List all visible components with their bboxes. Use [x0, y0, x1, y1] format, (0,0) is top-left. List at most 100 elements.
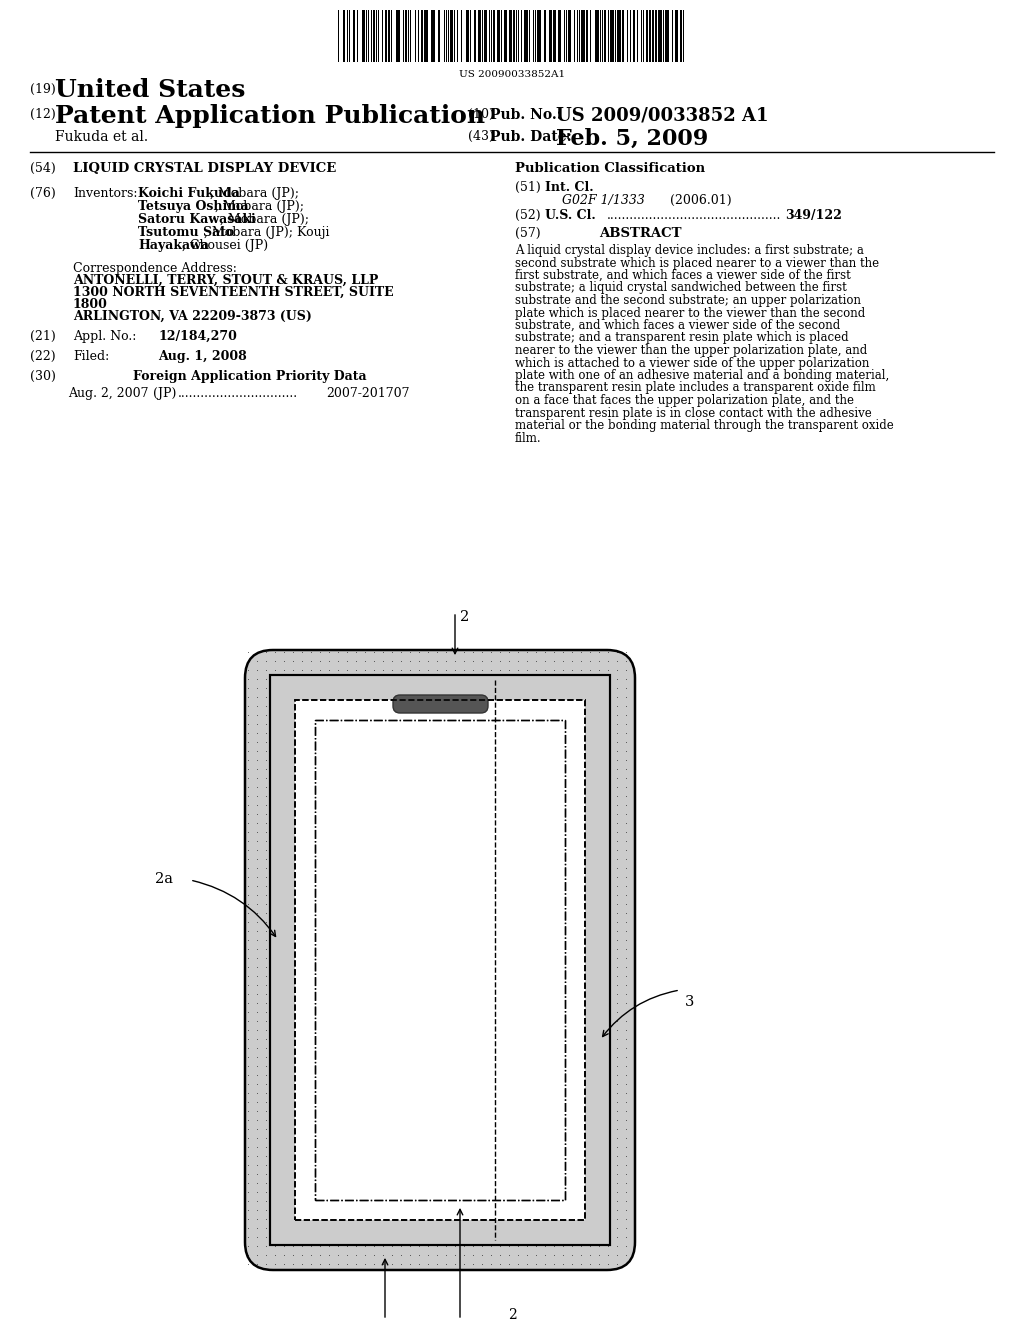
Text: Filed:: Filed:: [73, 350, 110, 363]
Text: first substrate, and which faces a viewer side of the first: first substrate, and which faces a viewe…: [515, 269, 851, 282]
Text: 349/122: 349/122: [785, 209, 842, 222]
Bar: [497, 11, 500, 62]
Text: substrate; a liquid crystal sandwiched between the first: substrate; a liquid crystal sandwiched b…: [515, 281, 847, 294]
Text: LIQUID CRYSTAL DISPLAY DEVICE: LIQUID CRYSTAL DISPLAY DEVICE: [73, 162, 336, 176]
Bar: [610, 11, 614, 62]
Text: 2: 2: [508, 1308, 516, 1320]
Bar: [373, 11, 375, 62]
FancyBboxPatch shape: [393, 696, 488, 713]
Text: 2007-201707: 2007-201707: [326, 387, 410, 400]
Text: ARLINGTON, VA 22209-3873 (US): ARLINGTON, VA 22209-3873 (US): [73, 310, 312, 323]
Bar: [424, 11, 428, 62]
Bar: [537, 11, 541, 62]
Text: Appl. No.:: Appl. No.:: [73, 330, 136, 343]
Bar: [665, 11, 669, 62]
Text: nearer to the viewer than the upper polarization plate, and: nearer to the viewer than the upper pola…: [515, 345, 867, 356]
Bar: [421, 11, 423, 62]
Bar: [474, 11, 476, 62]
Bar: [295, 700, 585, 1220]
Bar: [509, 11, 512, 62]
Bar: [270, 675, 610, 1245]
Text: 1300 NORTH SEVENTEENTH STREET, SUITE: 1300 NORTH SEVENTEENTH STREET, SUITE: [73, 286, 393, 300]
Text: substrate; and a transparent resin plate which is placed: substrate; and a transparent resin plate…: [515, 331, 849, 345]
Text: transparent resin plate is in close contact with the adhesive: transparent resin plate is in close cont…: [515, 407, 871, 420]
Text: (22): (22): [30, 350, 55, 363]
Text: plate which is placed nearer to the viewer than the second: plate which is placed nearer to the view…: [515, 306, 865, 319]
Bar: [343, 11, 345, 62]
Bar: [478, 11, 481, 62]
Text: U.S. Cl.: U.S. Cl.: [545, 209, 596, 222]
Bar: [362, 11, 365, 62]
Text: Publication Classification: Publication Classification: [515, 162, 706, 176]
Text: (52): (52): [515, 209, 541, 222]
Text: (43): (43): [468, 129, 494, 143]
Bar: [396, 11, 400, 62]
Text: G02F 1/1333: G02F 1/1333: [562, 194, 645, 207]
Text: (57): (57): [515, 227, 541, 240]
Text: Correspondence Address:: Correspondence Address:: [73, 261, 237, 275]
Bar: [504, 11, 507, 62]
Text: (51): (51): [515, 181, 541, 194]
Text: Aug. 1, 2008: Aug. 1, 2008: [158, 350, 247, 363]
Text: substrate, and which faces a viewer side of the second: substrate, and which faces a viewer side…: [515, 319, 841, 333]
FancyBboxPatch shape: [245, 649, 635, 1270]
Text: 12/184,270: 12/184,270: [158, 330, 237, 343]
Bar: [524, 11, 528, 62]
Bar: [558, 11, 561, 62]
Text: US 2009/0033852 A1: US 2009/0033852 A1: [556, 106, 768, 124]
Bar: [513, 11, 515, 62]
Text: Pub. Date:: Pub. Date:: [490, 129, 571, 144]
Text: substrate and the second substrate; an upper polarization: substrate and the second substrate; an u…: [515, 294, 861, 308]
Text: (10): (10): [468, 108, 494, 121]
Bar: [493, 11, 495, 62]
Bar: [652, 11, 654, 62]
Bar: [680, 11, 682, 62]
Text: Int. Cl.: Int. Cl.: [545, 181, 594, 194]
Text: (30): (30): [30, 370, 56, 383]
Bar: [450, 11, 453, 62]
Text: (19): (19): [30, 83, 55, 96]
Bar: [438, 11, 440, 62]
Text: Fukuda et al.: Fukuda et al.: [55, 129, 148, 144]
Text: (76): (76): [30, 187, 55, 201]
Bar: [385, 11, 387, 62]
Text: Pub. No.:: Pub. No.:: [490, 108, 562, 121]
Bar: [622, 11, 624, 62]
Bar: [295, 700, 585, 1220]
Bar: [315, 719, 565, 1200]
Text: Inventors:: Inventors:: [73, 187, 137, 201]
Text: Koichi Fukuda: Koichi Fukuda: [138, 187, 240, 201]
Bar: [353, 11, 355, 62]
Text: A: A: [500, 677, 511, 690]
Text: on a face that faces the upper polarization plate, and the: on a face that faces the upper polarizat…: [515, 393, 854, 407]
Text: (2006.01): (2006.01): [670, 194, 731, 207]
Text: A': A': [500, 990, 515, 1005]
Text: material or the bonding material through the transparent oxide: material or the bonding material through…: [515, 418, 894, 432]
Bar: [604, 11, 606, 62]
Bar: [581, 11, 585, 62]
Bar: [553, 11, 556, 62]
Bar: [484, 11, 487, 62]
Text: , Mobara (JP); Kouji: , Mobara (JP); Kouji: [204, 226, 330, 239]
Text: ABSTRACT: ABSTRACT: [599, 227, 681, 240]
Bar: [617, 11, 621, 62]
Text: film.: film.: [515, 432, 542, 445]
Text: (21): (21): [30, 330, 55, 343]
Text: Feb. 5, 2009: Feb. 5, 2009: [556, 128, 709, 150]
Bar: [431, 11, 435, 62]
Text: Foreign Application Priority Data: Foreign Application Priority Data: [133, 370, 367, 383]
Bar: [649, 11, 651, 62]
Text: Satoru Kawasaki: Satoru Kawasaki: [138, 213, 256, 226]
Bar: [406, 11, 407, 62]
Text: the transparent resin plate includes a transparent oxide film: the transparent resin plate includes a t…: [515, 381, 876, 395]
Bar: [297, 702, 583, 1218]
Bar: [315, 719, 565, 1200]
Text: plate with one of an adhesive material and a bonding material,: plate with one of an adhesive material a…: [515, 370, 889, 381]
Bar: [658, 11, 662, 62]
Text: Tsutomu Sato: Tsutomu Sato: [138, 226, 234, 239]
Text: Hayakawa: Hayakawa: [138, 239, 209, 252]
Bar: [549, 11, 552, 62]
Bar: [675, 11, 678, 62]
Text: Tetsuya Oshima: Tetsuya Oshima: [138, 201, 249, 213]
Bar: [633, 11, 635, 62]
